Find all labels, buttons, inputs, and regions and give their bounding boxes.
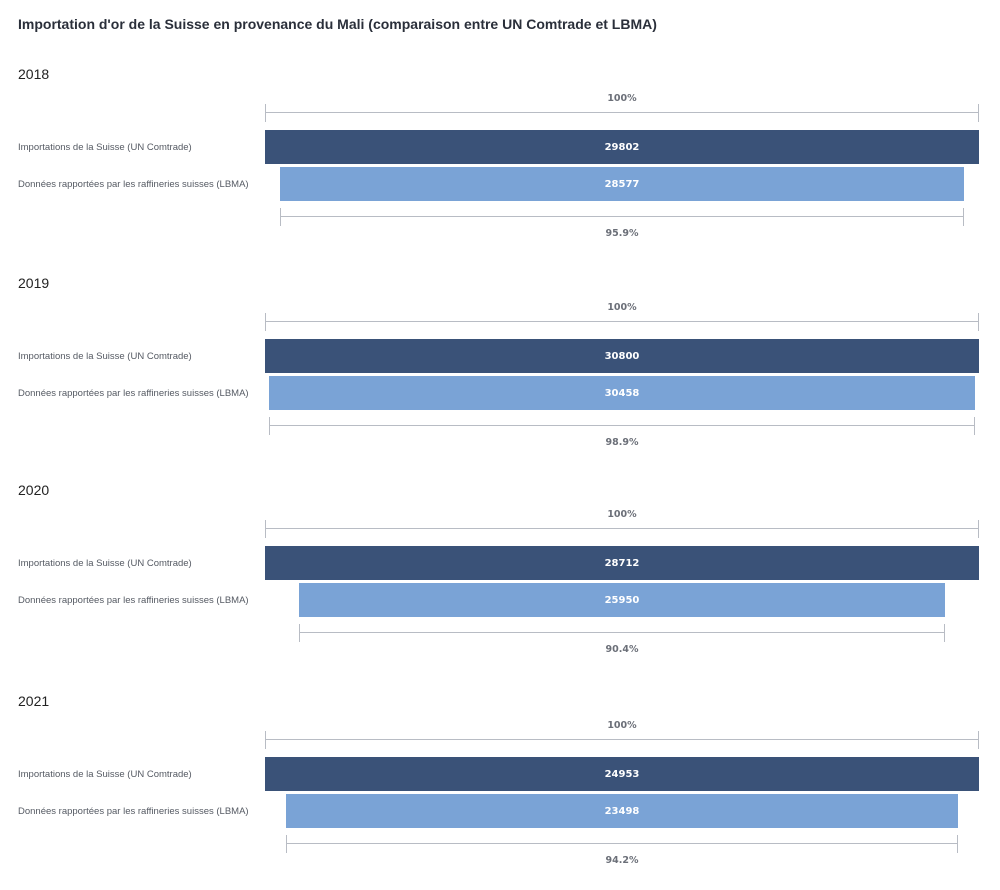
panel-2019-ratio-label: 98.9%	[605, 437, 639, 448]
panel-2020-label-lbma: Données rapportées par les raffineries s…	[18, 595, 249, 606]
panel-2019-reference-label: 100%	[607, 302, 637, 313]
panel-2021-ratio-label: 94.2%	[605, 855, 639, 866]
panel-2019-bottom-bracket-tick-right	[974, 417, 976, 435]
panel-2021-year: 2021	[18, 693, 50, 709]
panel-2018-top-bracket-tick-right	[978, 104, 979, 122]
panel-2020-top-bracket-line	[265, 528, 979, 529]
panel-2019-top-bracket	[265, 313, 979, 331]
panel-2019-bottom-bracket	[268, 417, 976, 435]
panel-2021-reference-label: 100%	[607, 720, 637, 731]
panel-2021-top-bracket	[265, 731, 979, 749]
panel-2020-year: 2020	[18, 482, 50, 498]
panel-2021-bottom-bracket-tick-left	[285, 835, 287, 853]
panel-2021-bar-comtrade: 24953	[265, 757, 979, 791]
panel-2018-bottom-bracket-tick-right	[963, 208, 965, 226]
panel-2020-bottom-bracket	[299, 624, 945, 642]
panel-2021-top-bracket-tick-right	[978, 731, 979, 749]
panel-2021-bottom-bracket-tick-right	[957, 835, 959, 853]
panel-2018-value-comtrade: 29802	[604, 141, 640, 153]
panel-2020-top-bracket	[265, 520, 979, 538]
panel-2021-top-bracket-line	[265, 739, 979, 740]
panel-2019-value-lbma: 30458	[604, 387, 640, 399]
panel-2021-bottom-bracket-line	[285, 843, 959, 844]
panel-2021-top-bracket-tick-left	[265, 731, 266, 749]
panel-2018-top-bracket-line	[265, 112, 979, 113]
panel-2020-value-comtrade: 28712	[604, 557, 640, 569]
panel-2020-ratio-label: 90.4%	[605, 644, 639, 655]
panel-2018-bottom-bracket-line	[279, 216, 965, 217]
panel-2018-label-lbma: Données rapportées par les raffineries s…	[18, 179, 249, 190]
panel-2018-label-comtrade: Importations de la Suisse (UN Comtrade)	[18, 142, 192, 153]
panel-2019-label-comtrade: Importations de la Suisse (UN Comtrade)	[18, 351, 192, 362]
panel-2019-bottom-bracket-tick-left	[268, 417, 270, 435]
panel-2020-top-bracket-tick-left	[265, 520, 266, 538]
panel-2020-bar-lbma: 25950	[299, 583, 945, 617]
panel-2019-value-comtrade: 30800	[604, 350, 640, 362]
panel-2019-bottom-bracket-line	[268, 425, 976, 426]
panel-2019-top-bracket-line	[265, 321, 979, 322]
panel-2021-bottom-bracket	[285, 835, 959, 853]
panel-2018-bar-lbma: 28577	[279, 167, 965, 201]
panel-2021-label-lbma: Données rapportées par les raffineries s…	[18, 806, 249, 817]
panel-2019-bar-comtrade: 30800	[265, 339, 979, 373]
panel-2020-label-comtrade: Importations de la Suisse (UN Comtrade)	[18, 558, 192, 569]
panel-2019-bar-lbma: 30458	[268, 376, 976, 410]
panel-2018-top-bracket	[265, 104, 979, 122]
panel-2020-top-bracket-tick-right	[978, 520, 979, 538]
panel-2020-value-lbma: 25950	[604, 594, 640, 606]
panel-2020-bar-comtrade: 28712	[265, 546, 979, 580]
panel-2021-bar-lbma: 23498	[285, 794, 959, 828]
panel-2019-label-lbma: Données rapportées par les raffineries s…	[18, 388, 249, 399]
panel-2021-value-comtrade: 24953	[604, 768, 640, 780]
panel-2020-bottom-bracket-line	[299, 632, 945, 633]
panel-2018-bottom-bracket	[279, 208, 965, 226]
panel-2018-ratio-label: 95.9%	[605, 228, 639, 239]
panel-2018-bottom-bracket-tick-left	[279, 208, 281, 226]
panel-2018-value-lbma: 28577	[604, 178, 640, 190]
panel-2018-bar-comtrade: 29802	[265, 130, 979, 164]
chart-title: Importation d'or de la Suisse en provena…	[18, 16, 657, 32]
panel-2021-value-lbma: 23498	[604, 805, 640, 817]
panel-2019-year: 2019	[18, 275, 50, 291]
panel-2020-reference-label: 100%	[607, 509, 637, 520]
panel-2018-year: 2018	[18, 66, 50, 82]
panel-2018-top-bracket-tick-left	[265, 104, 266, 122]
panel-2021-label-comtrade: Importations de la Suisse (UN Comtrade)	[18, 769, 192, 780]
panel-2018-reference-label: 100%	[607, 93, 637, 104]
panel-2020-bottom-bracket-tick-right	[943, 624, 945, 642]
panel-2020-bottom-bracket-tick-left	[299, 624, 301, 642]
panel-2019-top-bracket-tick-right	[978, 313, 979, 331]
panel-2019-top-bracket-tick-left	[265, 313, 266, 331]
